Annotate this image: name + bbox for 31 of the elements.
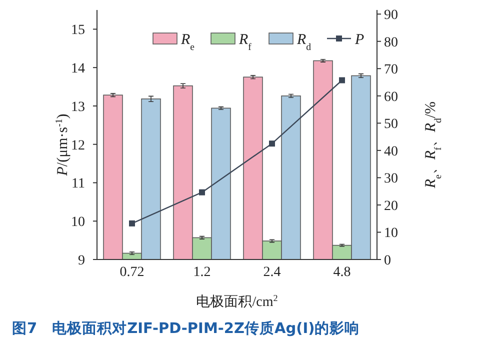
y-tick-label: 9 bbox=[78, 254, 85, 268]
y2-tick-label: 80 bbox=[384, 35, 398, 50]
y2-tick-label: 20 bbox=[384, 198, 398, 214]
y2-tick-label: 70 bbox=[384, 62, 398, 78]
point bbox=[339, 77, 345, 84]
y-tick-label: 14 bbox=[71, 62, 85, 77]
legend-label: P bbox=[354, 32, 364, 48]
y2-tick-label: 0 bbox=[384, 254, 391, 268]
text: 图7 电极面积对ZIF-PD-PIM-2Z传质Ag(Ⅰ)的影响 bbox=[12, 320, 360, 337]
point bbox=[199, 189, 205, 196]
x-tick-label: 2.4 bbox=[263, 265, 281, 280]
y-tick-label: 10 bbox=[71, 215, 85, 230]
y2-tick-label: 60 bbox=[384, 90, 398, 105]
legend-label: R$_{f}$ bbox=[238, 32, 252, 52]
legend-label: R$_{d}$ bbox=[296, 32, 312, 52]
y2-tick-label: 30 bbox=[384, 172, 398, 187]
y2-tick-label: 50 bbox=[384, 117, 398, 132]
y-tick-label: 15 bbox=[71, 23, 85, 38]
legend-label: R$_{e}$ bbox=[180, 32, 194, 52]
point bbox=[269, 140, 275, 147]
x-tick-label: 1.2 bbox=[193, 265, 211, 280]
x-tick-label: 0.72 bbox=[120, 265, 144, 280]
point bbox=[129, 220, 135, 226]
y-tick-label: 11 bbox=[72, 176, 85, 192]
y2-tick-label: 10 bbox=[384, 226, 398, 242]
x-tick-label: 4.8 bbox=[333, 265, 351, 280]
y-tick-label: 13 bbox=[71, 100, 85, 115]
y2-tick-label: 90 bbox=[384, 8, 398, 24]
y-tick-label: 12 bbox=[71, 138, 85, 154]
y2-tick-label: 40 bbox=[384, 144, 398, 160]
x-axis-title: 电极面积/cm$^{2}$ bbox=[196, 293, 278, 310]
